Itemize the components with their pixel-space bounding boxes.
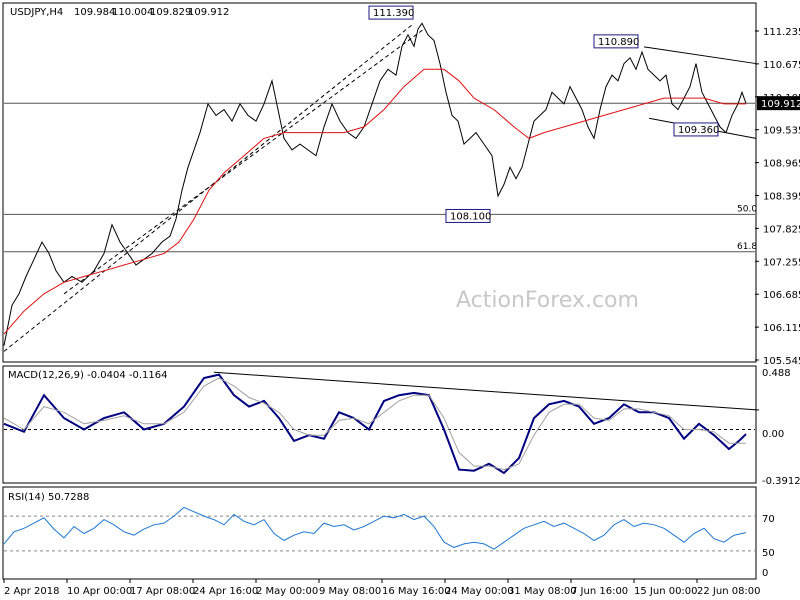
price-tick-label: 107.255 (763, 257, 800, 268)
price-tick-label: 108.965 (763, 159, 800, 170)
trend-channel-lower (63, 28, 425, 295)
macd-series-signal (3, 377, 746, 471)
price-tick-label: 110.675 (763, 60, 800, 71)
callout-label: 110.890 (598, 37, 639, 48)
ohlc-close: 109.912 (188, 7, 229, 18)
x-tick-label: 24 May 00:00 (445, 586, 514, 597)
rsi-tick-label: 0 (762, 568, 768, 579)
x-tick-label: 24 Apr 16:00 (193, 586, 258, 597)
callout-box (445, 208, 491, 223)
price-tick-label: 106.115 (763, 323, 800, 334)
rsi-tick-label: 50 (762, 548, 775, 559)
price-series-ma (3, 68, 746, 335)
price-tick-label: 105.545 (763, 356, 800, 367)
last-price-badge (757, 96, 800, 111)
x-tick-label: 7 Jun 16:00 (571, 586, 628, 597)
price-tick-label: 109.535 (763, 126, 800, 137)
price-tick-label: 111.235 (763, 27, 800, 38)
price-tick-label: 106.685 (763, 290, 800, 301)
callout-box (593, 34, 639, 49)
macd-panel (2, 365, 757, 484)
ohlc-open: 109.984 (74, 7, 115, 18)
price-tick-label: 108.395 (763, 192, 800, 203)
macd-tick-label: 0.00 (762, 429, 784, 440)
x-tick-label: 2 May 00:00 (256, 586, 318, 597)
x-tick-label: 2 Apr 2018 (4, 586, 59, 597)
rsi-series-rsi (3, 506, 747, 550)
macd-title: MACD(12,26,9) -0.0404 -0.1164 (8, 370, 168, 381)
x-tick-label: 31 May 08:00 (508, 586, 577, 597)
rsi-panel (2, 486, 757, 580)
watermark: ActionForex.com (456, 288, 639, 313)
price-level-label: 61.8 (737, 242, 757, 252)
price-series-price (3, 22, 747, 346)
macd-tick-label: 0.488 (762, 368, 791, 379)
rsi-tick-label: 70 (762, 514, 775, 525)
macd-trendline (213, 371, 760, 411)
price-tick-label: 107.825 (763, 224, 800, 235)
x-tick-label: 22 Jun 08:00 (697, 586, 761, 597)
chart-symbol: USDJPY,H4 (10, 7, 63, 18)
macd-series-macd (3, 373, 747, 475)
resistance-trendline (643, 46, 757, 65)
callout-label: 111.390 (373, 8, 414, 19)
callout-label: 109.360 (678, 125, 719, 136)
ohlc-low: 109.829 (150, 7, 191, 18)
trend-channel-upper (3, 22, 415, 352)
x-tick-label: 17 Apr 08:00 (130, 586, 195, 597)
x-tick-label: 9 May 08:00 (319, 586, 381, 597)
callout-box (368, 5, 414, 20)
rsi-title: RSI(14) 50.7288 (8, 492, 89, 503)
price-panel (2, 2, 757, 363)
ohlc-high: 110.004 (112, 7, 153, 18)
price-level-label: 50.0 (737, 204, 757, 214)
callout-box (673, 122, 719, 137)
x-tick-label: 15 Jun 00:00 (634, 586, 698, 597)
x-tick-label: 10 Apr 00:00 (67, 586, 132, 597)
x-tick-label: 16 May 16:00 (382, 586, 451, 597)
last-price-label: 109.912 (761, 99, 800, 110)
macd-tick-label: -0.3912 (762, 476, 800, 487)
callout-label: 108.100 (450, 211, 491, 222)
